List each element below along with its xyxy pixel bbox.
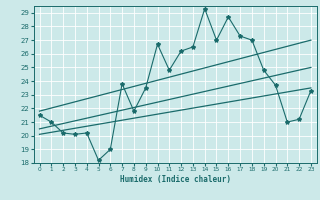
X-axis label: Humidex (Indice chaleur): Humidex (Indice chaleur)	[120, 175, 231, 184]
